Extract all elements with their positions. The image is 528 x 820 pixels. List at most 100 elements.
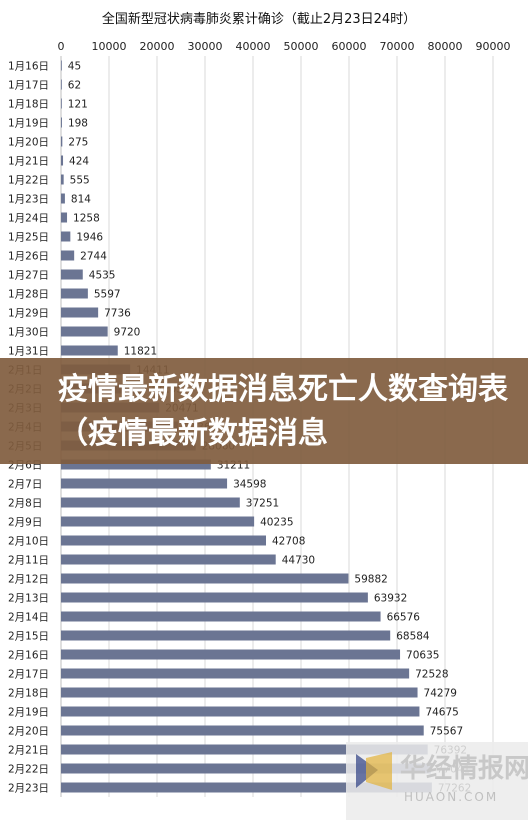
bar <box>61 668 410 679</box>
category-label: 1月25日 <box>8 232 49 244</box>
bar <box>61 725 424 736</box>
data-label: 9720 <box>114 327 141 339</box>
data-label: 59882 <box>354 574 387 586</box>
category-label: 2月16日 <box>8 650 49 662</box>
x-tick-label: 90000 <box>476 40 511 53</box>
bar <box>61 706 420 717</box>
category-label: 1月23日 <box>8 194 49 206</box>
data-label: 555 <box>70 175 90 187</box>
category-label: 1月18日 <box>8 99 49 111</box>
bar <box>61 155 64 166</box>
data-label: 37251 <box>246 498 279 510</box>
category-label: 2月10日 <box>8 536 49 548</box>
category-label: 2月7日 <box>8 479 42 491</box>
data-label: 4535 <box>89 270 116 282</box>
x-tick-label: 60000 <box>332 40 367 53</box>
x-tick-label: 20000 <box>140 40 175 53</box>
x-axis-ticks: 0 10000 20000 30000 40000 50000 60000 70000 8000… <box>58 40 511 53</box>
chart-title: 全国新型冠状病毒肺炎累计确诊（截止2月23日24时） <box>102 11 416 27</box>
x-tick-label: 10000 <box>92 40 127 53</box>
data-label: 11821 <box>124 346 157 358</box>
x-tick-label: 40000 <box>236 40 271 53</box>
category-label: 2月22日 <box>8 764 49 776</box>
bar <box>61 497 240 508</box>
data-label: 74675 <box>425 707 458 719</box>
data-label: 1258 <box>73 213 100 225</box>
category-label: 1月20日 <box>8 137 49 149</box>
category-label: 1月26日 <box>8 251 49 263</box>
watermark-url: HUAON.COM <box>404 790 499 804</box>
bar <box>61 231 71 242</box>
watermark-text: 华经情报网 <box>400 754 528 784</box>
data-label: 42708 <box>272 536 305 548</box>
category-label: 1月30日 <box>8 327 49 339</box>
category-label: 2月19日 <box>8 707 49 719</box>
bar <box>61 573 349 584</box>
data-label: 5597 <box>94 289 121 301</box>
category-label: 1月28日 <box>8 289 49 301</box>
category-label: 2月18日 <box>8 688 49 700</box>
bar-series <box>61 60 432 793</box>
bar <box>61 117 62 128</box>
x-tick-label: 50000 <box>284 40 319 53</box>
category-label: 2月20日 <box>8 726 49 738</box>
bar <box>61 345 118 356</box>
category-label: 1月24日 <box>8 213 49 225</box>
data-label: 424 <box>69 156 89 168</box>
bar <box>61 326 108 337</box>
data-label: 63932 <box>374 593 407 605</box>
bar <box>61 60 62 71</box>
category-label: 2月8日 <box>8 498 42 510</box>
x-tick-label: 30000 <box>188 40 223 53</box>
bar <box>61 516 255 527</box>
data-label: 75567 <box>430 726 463 738</box>
bar <box>61 174 64 185</box>
bar <box>61 307 99 318</box>
data-label: 121 <box>68 99 88 111</box>
category-label: 2月9日 <box>8 517 42 529</box>
bar <box>61 288 88 299</box>
category-label: 1月29日 <box>8 308 49 320</box>
bar <box>61 630 391 641</box>
bar <box>61 744 428 755</box>
bar <box>61 269 83 280</box>
bar <box>61 212 68 223</box>
category-label: 2月15日 <box>8 631 49 643</box>
bar <box>61 763 431 774</box>
category-label: 2月23日 <box>8 783 49 795</box>
category-label: 1月21日 <box>8 156 49 168</box>
data-label: 2744 <box>80 251 107 263</box>
bar <box>61 611 381 622</box>
data-label: 62 <box>68 80 81 92</box>
bar <box>61 554 276 565</box>
data-label: 72528 <box>415 669 448 681</box>
category-label: 2月12日 <box>8 574 49 586</box>
data-label: 198 <box>68 118 88 130</box>
data-label: 44730 <box>282 555 315 567</box>
overlay-banner: 疫情最新数据消息死亡人数查询表（疫情最新数据消息 <box>0 358 528 464</box>
category-label: 2月21日 <box>8 745 49 757</box>
data-label: 34598 <box>233 479 266 491</box>
bar <box>61 193 65 204</box>
data-label: 70635 <box>406 650 439 662</box>
bar <box>61 478 228 489</box>
data-label: 1946 <box>76 232 103 244</box>
watermark: 华经情报网 HUAON.COM <box>346 742 528 820</box>
category-label: 2月13日 <box>8 593 49 605</box>
category-label: 1月19日 <box>8 118 49 130</box>
bar <box>61 98 62 109</box>
category-label: 1月16日 <box>8 61 49 73</box>
bar <box>61 136 63 147</box>
data-label: 40235 <box>260 517 293 529</box>
bar <box>61 782 432 793</box>
category-label: 1月27日 <box>8 270 49 282</box>
bar <box>61 250 75 261</box>
data-label: 814 <box>71 194 91 206</box>
bar <box>61 649 401 660</box>
category-label: 2月11日 <box>8 555 49 567</box>
x-tick-label: 70000 <box>380 40 415 53</box>
data-label: 275 <box>68 137 88 149</box>
x-tick-label: 0 <box>58 40 65 53</box>
x-tick-label: 80000 <box>428 40 463 53</box>
bar <box>61 592 368 603</box>
